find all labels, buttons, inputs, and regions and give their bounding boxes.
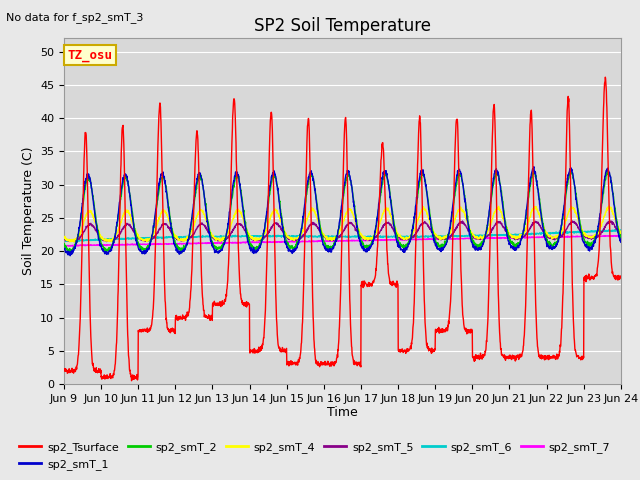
X-axis label: Time: Time: [327, 407, 358, 420]
Title: SP2 Soil Temperature: SP2 Soil Temperature: [254, 17, 431, 36]
Y-axis label: Soil Temperature (C): Soil Temperature (C): [22, 147, 35, 276]
Text: No data for f_sp2_smT_3: No data for f_sp2_smT_3: [6, 12, 144, 23]
Legend: sp2_Tsurface, sp2_smT_1, sp2_smT_2, sp2_smT_4, sp2_smT_5, sp2_smT_6, sp2_smT_7: sp2_Tsurface, sp2_smT_1, sp2_smT_2, sp2_…: [15, 438, 614, 474]
Text: TZ_osu: TZ_osu: [68, 48, 113, 61]
